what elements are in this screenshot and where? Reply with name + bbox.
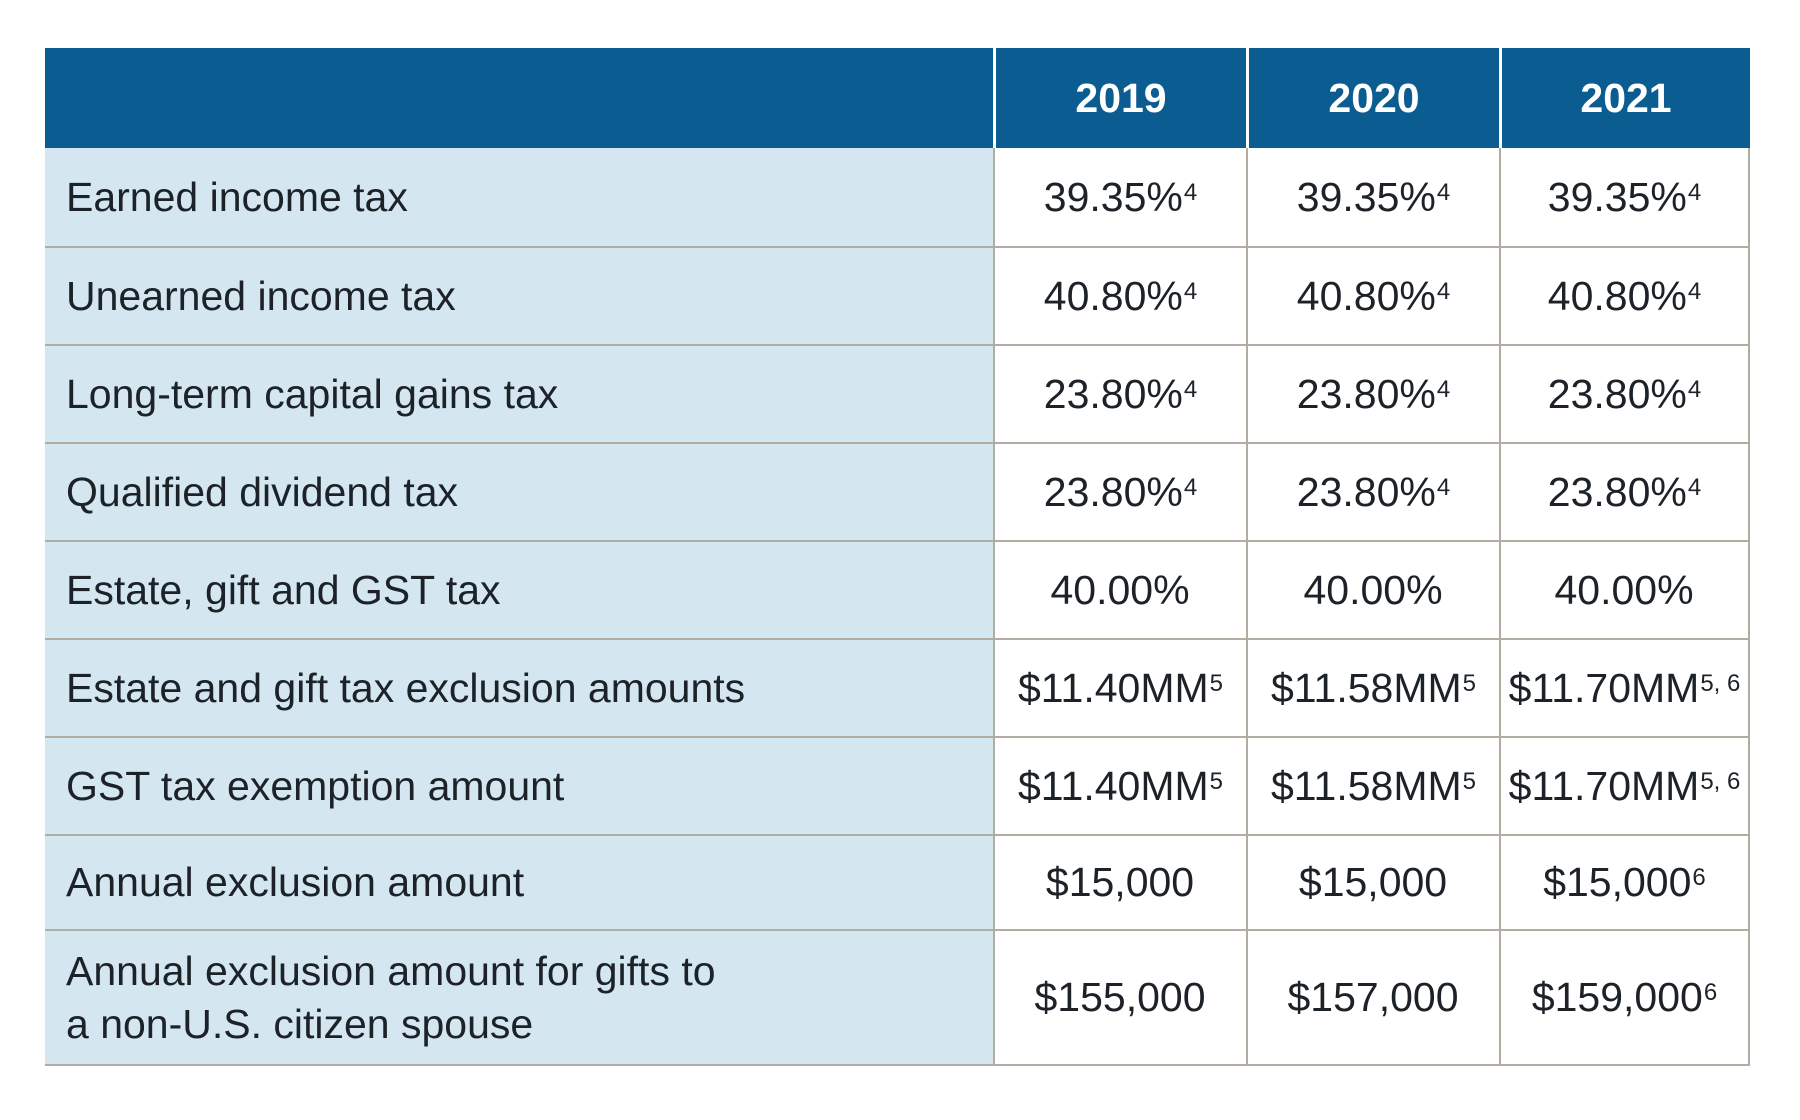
corner-header	[45, 48, 993, 148]
row-label: Qualified dividend tax	[45, 442, 993, 540]
footnote-marker: 4	[1183, 277, 1198, 305]
footnote-marker: 4	[1687, 375, 1702, 403]
table-cell: $15,0006	[1499, 834, 1750, 929]
footnote-marker: 4	[1436, 277, 1451, 305]
table-row-earned-income-tax: Earned income tax 39.35%4 39.35%4 39.35%…	[45, 148, 1750, 246]
table-cell: 23.80%4	[1499, 344, 1750, 442]
table-cell: 39.35%4	[1499, 148, 1750, 246]
table-row-estate-gift-gst-tax: Estate, gift and GST tax 40.00% 40.00% 4…	[45, 540, 1750, 638]
table-cell: $11.70MM5, 6	[1499, 638, 1750, 736]
footnote-marker: 5	[1462, 669, 1477, 697]
table-cell: $159,0006	[1499, 929, 1750, 1066]
table-cell: 39.35%4	[993, 148, 1246, 246]
row-label: Estate and gift tax exclusion amounts	[45, 638, 993, 736]
footnote-marker: 4	[1183, 473, 1198, 501]
table-cell: $15,000	[993, 834, 1246, 929]
footnote-marker: 4	[1183, 375, 1198, 403]
row-label: Earned income tax	[45, 148, 993, 246]
table-row-annual-exclusion: Annual exclusion amount $15,000 $15,000 …	[45, 834, 1750, 929]
table-row-long-term-capital-gains-tax: Long-term capital gains tax 23.80%4 23.8…	[45, 344, 1750, 442]
column-header-2019: 2019	[993, 48, 1246, 148]
table-cell: 23.80%4	[1246, 344, 1499, 442]
table-cell: $11.58MM5	[1246, 736, 1499, 834]
footnote-marker: 5, 6	[1700, 767, 1741, 795]
table-cell: 40.80%4	[1499, 246, 1750, 344]
table-cell: $155,000	[993, 929, 1246, 1066]
column-header-2020: 2020	[1246, 48, 1499, 148]
footnote-marker: 6	[1692, 864, 1706, 892]
footnote-marker: 4	[1687, 473, 1702, 501]
table-row-gst-tax-exemption: GST tax exemption amount $11.40MM5 $11.5…	[45, 736, 1750, 834]
row-label: Unearned income tax	[45, 246, 993, 344]
footnote-marker: 5, 6	[1700, 669, 1741, 697]
row-label: GST tax exemption amount	[45, 736, 993, 834]
table-cell: 40.00%	[1246, 540, 1499, 638]
table-cell: 39.35%4	[1246, 148, 1499, 246]
footnote-marker: 4	[1436, 375, 1451, 403]
table-cell: $157,000	[1246, 929, 1499, 1066]
footnote-marker: 4	[1436, 178, 1451, 206]
table-cell: $11.58MM5	[1246, 638, 1499, 736]
tax-rates-table: 2019 2020 2021 Earned income tax 39.35%4…	[45, 48, 1750, 1066]
row-label: Annual exclusion amount	[45, 834, 993, 929]
footnote-marker: 5	[1209, 669, 1224, 697]
footnote-marker: 6	[1703, 979, 1718, 1007]
footnote-marker: 5	[1462, 767, 1477, 795]
table-cell: $11.70MM5, 6	[1499, 736, 1750, 834]
row-label: Annual exclusion amount for gifts to a n…	[45, 929, 993, 1066]
footnote-marker: 5	[1209, 767, 1224, 795]
footnote-marker: 4	[1687, 178, 1702, 206]
table-cell: 23.80%4	[1499, 442, 1750, 540]
table-row-unearned-income-tax: Unearned income tax 40.80%4 40.80%4 40.8…	[45, 246, 1750, 344]
table-row-annual-exclusion-non-us-spouse: Annual exclusion amount for gifts to a n…	[45, 929, 1750, 1066]
footnote-marker: 4	[1183, 178, 1198, 206]
table-cell: $11.40MM5	[993, 638, 1246, 736]
table-cell: $11.40MM5	[993, 736, 1246, 834]
table-cell: $15,000	[1246, 834, 1499, 929]
table-cell: 23.80%4	[993, 344, 1246, 442]
footnote-marker: 4	[1436, 473, 1451, 501]
row-label: Estate, gift and GST tax	[45, 540, 993, 638]
footnote-marker: 4	[1687, 277, 1702, 305]
table-cell: 40.80%4	[1246, 246, 1499, 344]
table-row-estate-gift-tax-exclusion: Estate and gift tax exclusion amounts $1…	[45, 638, 1750, 736]
header-row: 2019 2020 2021	[45, 48, 1750, 148]
table-cell: 40.80%4	[993, 246, 1246, 344]
table-cell: 40.00%	[993, 540, 1246, 638]
table-cell: 23.80%4	[993, 442, 1246, 540]
row-label: Long-term capital gains tax	[45, 344, 993, 442]
column-header-2021: 2021	[1499, 48, 1750, 148]
table-cell: 23.80%4	[1246, 442, 1499, 540]
table-cell: 40.00%	[1499, 540, 1750, 638]
table-row-qualified-dividend-tax: Qualified dividend tax 23.80%4 23.80%4 2…	[45, 442, 1750, 540]
